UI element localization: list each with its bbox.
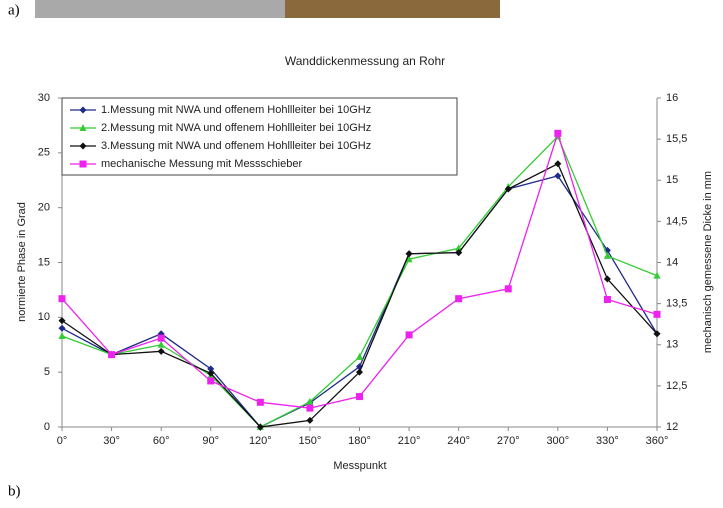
panel-label: b)	[8, 483, 21, 499]
series-line	[62, 164, 657, 427]
marker	[406, 250, 413, 257]
marker	[158, 341, 165, 348]
y2-axis-label: mechanisch gemessene Dicke in mm	[702, 171, 714, 353]
marker	[80, 161, 87, 168]
marker	[604, 296, 611, 303]
legend-label: 3.Messung mit NWA und offenem Hohllleite…	[101, 140, 371, 152]
marker	[257, 399, 264, 406]
y2-tick-label: 13	[666, 339, 678, 351]
photo-right	[285, 0, 500, 18]
y-tick-label: 20	[38, 202, 50, 214]
y2-tick-label: 12	[666, 421, 678, 433]
y2-tick-label: 13,5	[666, 298, 687, 310]
marker	[356, 393, 363, 400]
x-tick-label: 180°	[348, 435, 371, 447]
chart-title: Wanddickenmessung an Rohr	[285, 54, 445, 68]
marker	[306, 405, 313, 412]
y2-tick-label: 15,5	[666, 133, 687, 145]
y-axis-label: normierte Phase in Grad	[16, 202, 28, 322]
series-line	[62, 176, 657, 427]
x-tick-label: 0°	[57, 435, 68, 447]
y2-tick-label: 14,5	[666, 215, 687, 227]
x-tick-label: 270°	[497, 435, 520, 447]
y-tick-label: 5	[44, 366, 50, 378]
legend-label: mechanische Messung mit Messschieber	[101, 158, 302, 170]
series-line	[62, 136, 657, 427]
x-tick-label: 60°	[153, 435, 170, 447]
x-tick-label: 360°	[646, 435, 669, 447]
x-tick-label: 330°	[596, 435, 619, 447]
y-tick-label: 15	[38, 256, 50, 268]
x-tick-label: 150°	[299, 435, 322, 447]
x-tick-label: 90°	[202, 435, 219, 447]
x-tick-label: 120°	[249, 435, 272, 447]
figure: a) b) Wanddickenmessung an Rohr Messpunk…	[0, 0, 723, 508]
x-tick-label: 240°	[447, 435, 470, 447]
marker	[108, 351, 115, 358]
panel-label: a)	[8, 2, 20, 18]
y-tick-label: 30	[38, 92, 50, 104]
marker	[554, 172, 561, 179]
x-tick-label: 210°	[398, 435, 421, 447]
y-tick-label: 0	[44, 421, 50, 433]
marker	[554, 130, 561, 137]
marker	[654, 311, 661, 318]
marker	[59, 332, 66, 339]
marker	[59, 295, 66, 302]
legend-label: 1.Messung mit NWA und offenem Hohllleite…	[101, 104, 371, 116]
x-tick-label: 30°	[103, 435, 120, 447]
marker	[406, 331, 413, 338]
x-tick-label: 300°	[546, 435, 569, 447]
y2-tick-label: 12,5	[666, 380, 687, 392]
y2-tick-label: 15	[666, 174, 678, 186]
y-tick-label: 10	[38, 311, 50, 323]
marker	[207, 377, 214, 384]
marker	[59, 325, 66, 332]
legend-label: 2.Messung mit NWA und offenem Hohllleite…	[101, 122, 371, 134]
y2-tick-label: 14	[666, 256, 678, 268]
marker	[554, 160, 561, 167]
marker	[158, 348, 165, 355]
marker	[505, 285, 512, 292]
photo-left	[35, 0, 285, 18]
x-axis-label: Messpunkt	[333, 460, 386, 472]
y-tick-label: 25	[38, 147, 50, 159]
marker	[158, 335, 165, 342]
y2-tick-label: 16	[666, 92, 678, 104]
marker	[356, 353, 363, 360]
marker	[455, 295, 462, 302]
